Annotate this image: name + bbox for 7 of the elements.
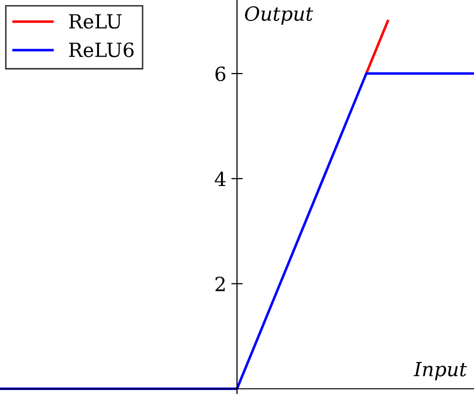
y-tick-label: 4 <box>214 172 226 186</box>
y-axis-title: Output <box>245 6 314 25</box>
y-tick-label: 6 <box>216 66 226 82</box>
legend-label: ReLU6 <box>69 42 134 58</box>
y-tick-label: 2 <box>216 276 225 292</box>
legend-label: ReLU <box>69 14 122 29</box>
x-axis-title: Input <box>414 362 467 380</box>
